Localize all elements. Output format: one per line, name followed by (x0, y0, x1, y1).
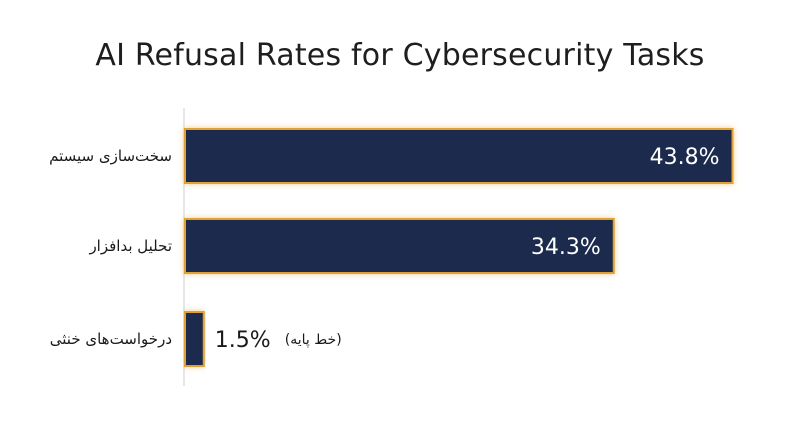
bars-layer: سخت‌سازی سیستم 43.8% تحلیل بدافزار 34.3% درخ… (49, 128, 734, 367)
category-label: تحلیل بدافزار (88, 237, 172, 255)
value-label: 34.3% (531, 235, 601, 260)
category-label: سخت‌سازی سیستم (49, 147, 172, 165)
bar (184, 128, 734, 184)
value-label: 1.5% (215, 328, 271, 353)
annotation-label: (خط پایه) (285, 332, 342, 348)
bar (184, 311, 205, 367)
category-label: درخواست‌های خنثی (50, 330, 172, 348)
bar (184, 218, 615, 274)
chart-title: AI Refusal Rates for Cybersecurity Tasks (95, 38, 705, 73)
value-label: 43.8% (650, 145, 720, 170)
